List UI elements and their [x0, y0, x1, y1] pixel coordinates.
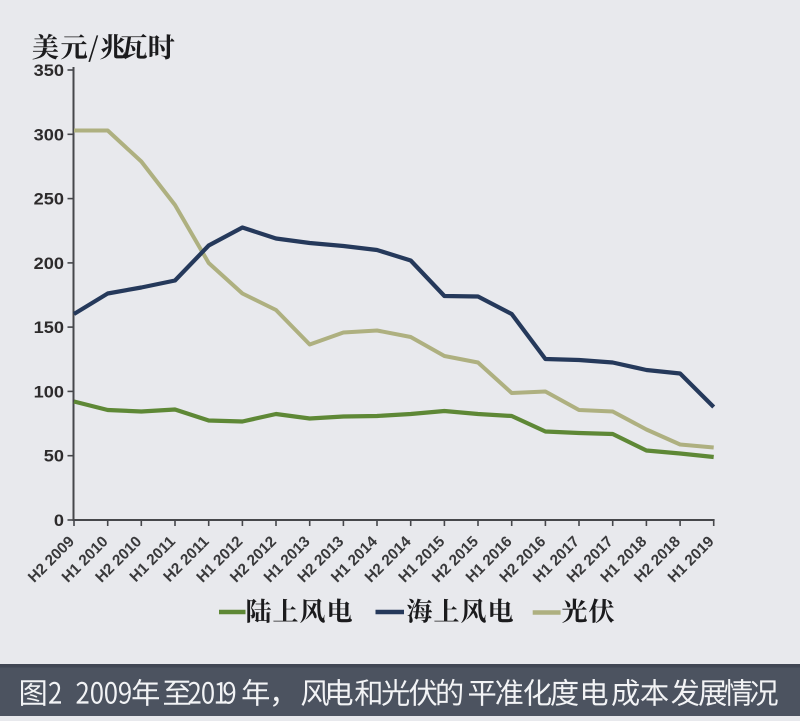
- svg-text:100: 100: [34, 383, 64, 401]
- svg-text:300: 300: [34, 126, 64, 144]
- svg-text:50: 50: [44, 448, 64, 466]
- svg-text:150: 150: [34, 319, 64, 337]
- svg-text:0: 0: [54, 512, 64, 530]
- svg-text:200: 200: [34, 255, 64, 273]
- svg-text:350: 350: [34, 62, 64, 80]
- svg-text:250: 250: [34, 191, 64, 209]
